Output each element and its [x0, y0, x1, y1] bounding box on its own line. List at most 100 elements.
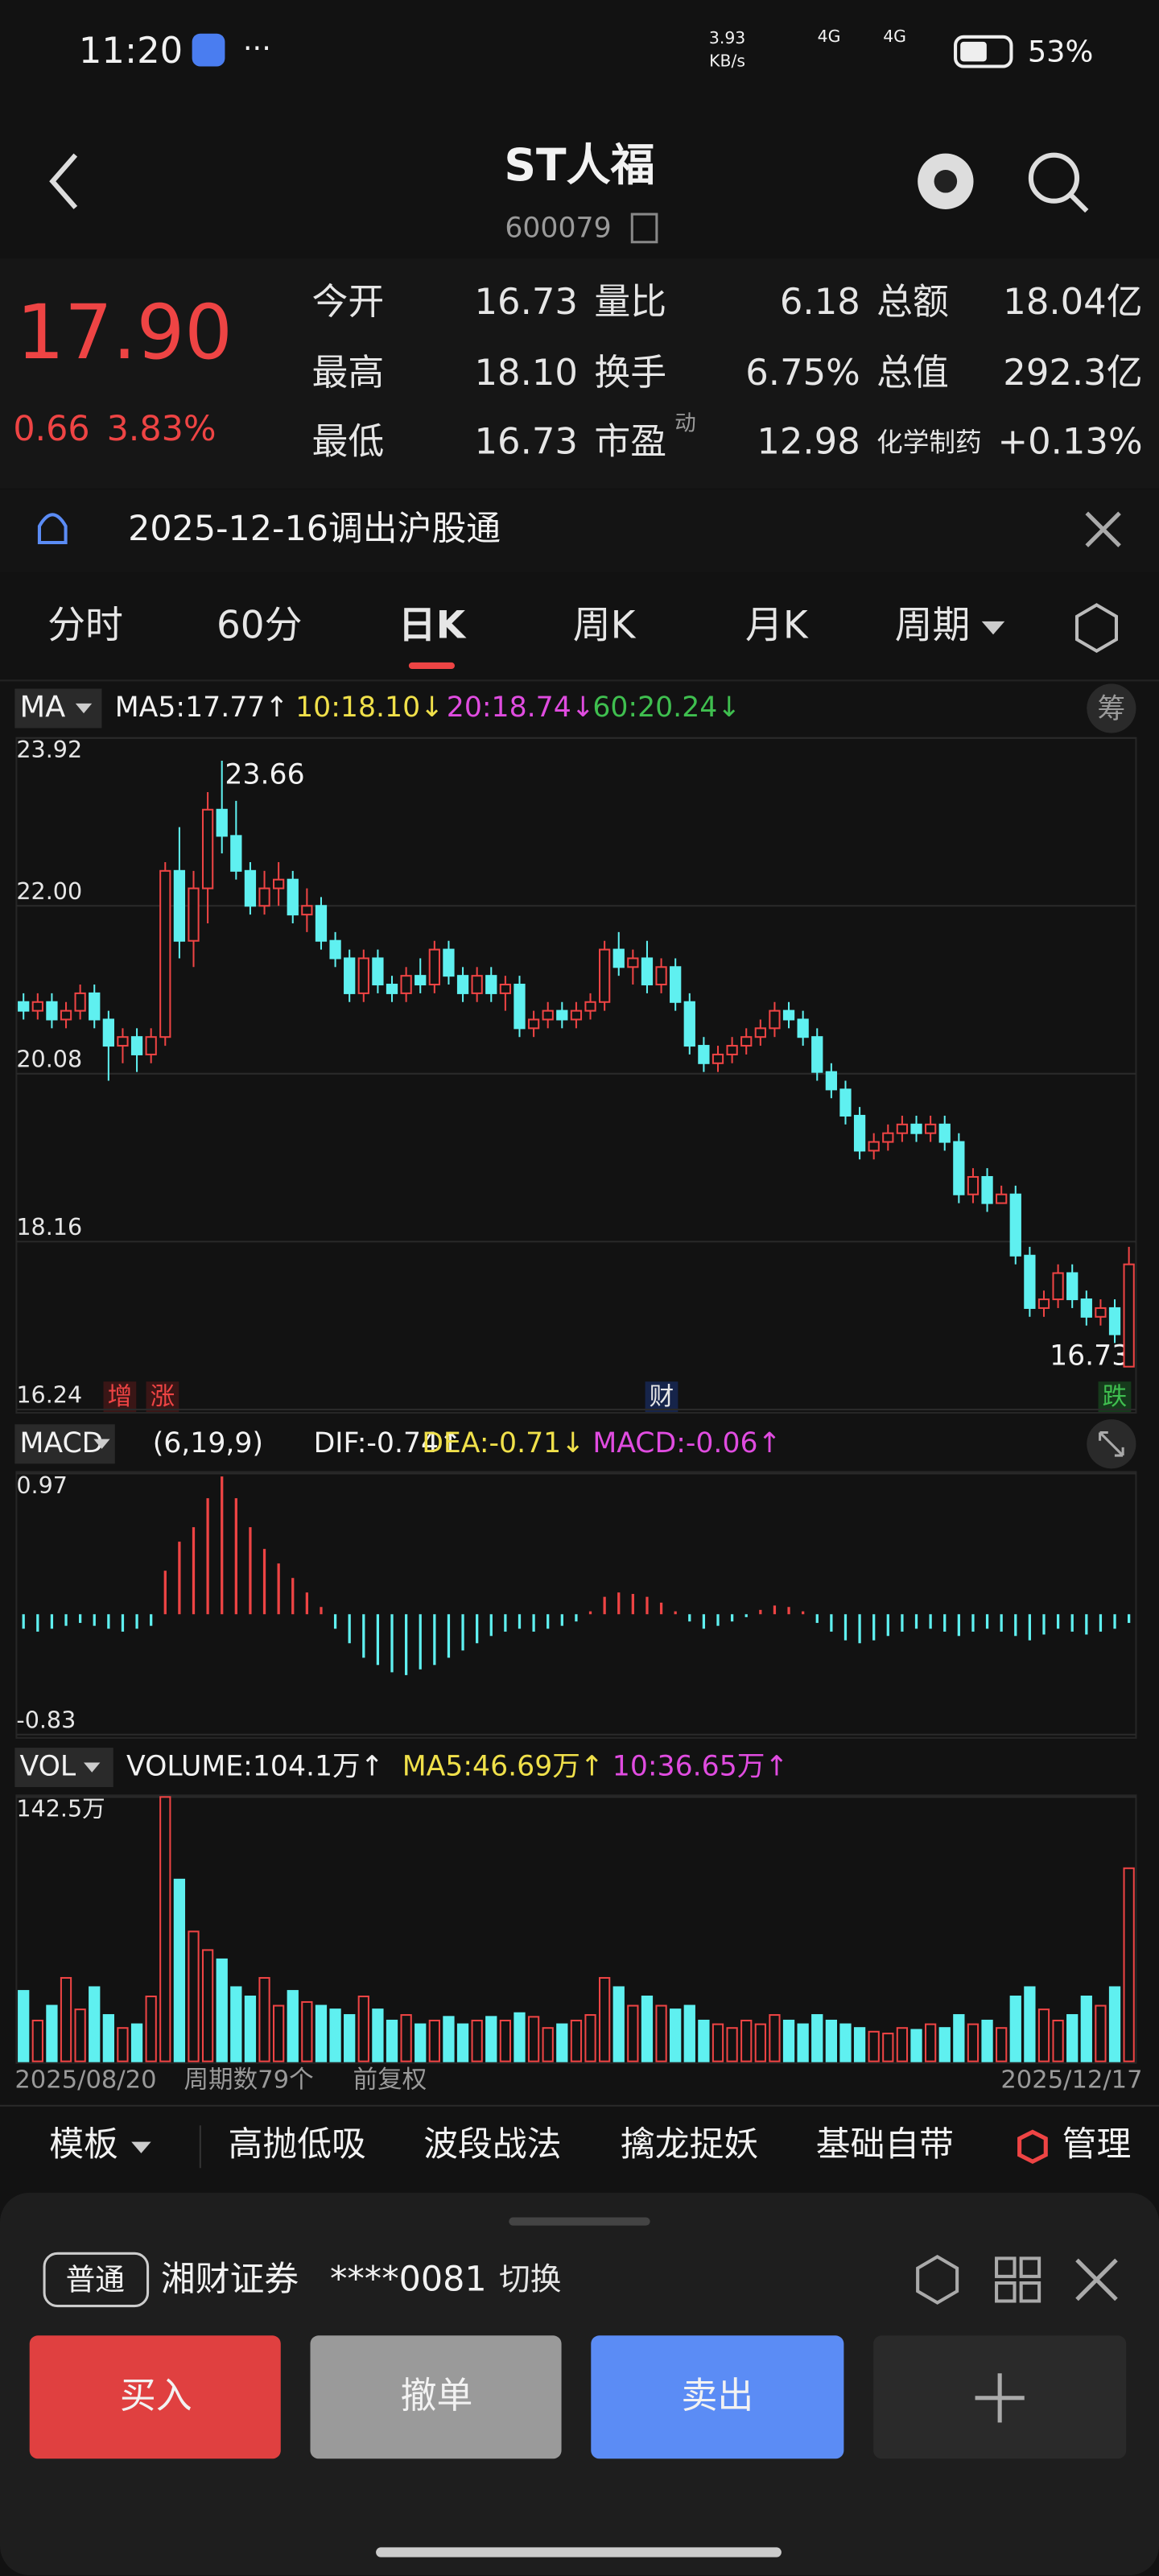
candle-body	[967, 1175, 980, 1195]
candle-body	[938, 1123, 951, 1143]
toolbar-item[interactable]: 基础自带	[816, 2124, 954, 2165]
sell-button[interactable]	[591, 2335, 844, 2459]
y-tick-label: -0.83	[16, 1706, 76, 1733]
volume-bar	[839, 2023, 852, 2062]
home-indicator[interactable]	[376, 2547, 782, 2557]
plots: 23.92 22.00 20.08 18.16 16.24 0.97 -0.83 142.5万	[15, 736, 1137, 2064]
volume-bar	[896, 2027, 909, 2062]
candle-body	[641, 957, 654, 986]
tab[interactable]: 周K	[573, 604, 637, 648]
candle-body	[315, 905, 328, 942]
toolbar-item[interactable]: 模板	[49, 2124, 118, 2165]
search-handle	[1068, 192, 1089, 213]
close-notice[interactable]	[1085, 511, 1121, 547]
dropdown	[84, 1762, 101, 1773]
volume-bar	[201, 1949, 214, 2062]
adjust-mode: 前复权	[353, 2066, 427, 2095]
y-tick-label: 0.97	[16, 1472, 68, 1499]
candle-body	[287, 878, 299, 916]
tab[interactable]: 周期	[895, 604, 971, 648]
grid-icon[interactable]	[995, 2256, 1041, 2303]
volume-bar	[102, 2014, 114, 2062]
candle-body	[683, 1001, 695, 1047]
vol-select[interactable]	[14, 1748, 113, 1788]
candle-body	[868, 1141, 880, 1152]
volume-bar	[938, 2027, 951, 2062]
quote-label: 最高	[312, 351, 385, 394]
toolbar-item[interactable]: 擒龙捉妖	[621, 2124, 758, 2165]
candle-body	[456, 975, 469, 994]
candle-body	[627, 957, 639, 968]
volume-bar	[230, 1986, 242, 2062]
trade-settings[interactable]	[916, 2255, 959, 2305]
switch[interactable]: 切换	[499, 2261, 562, 2297]
tab[interactable]: 日K	[398, 604, 467, 648]
volume-bar	[811, 2014, 823, 2062]
volume-bar	[258, 1976, 270, 2062]
volume-bar	[386, 2019, 398, 2062]
close-panel[interactable]	[1075, 2258, 1118, 2301]
marker-box	[146, 1381, 179, 1414]
chip-button[interactable]	[1087, 683, 1136, 733]
candle-body	[443, 948, 455, 977]
tab[interactable]: 分时	[47, 604, 123, 648]
toolbar-item[interactable]: 管理	[1062, 2124, 1132, 2165]
dropdown	[75, 703, 93, 714]
cancel-button[interactable]	[310, 2335, 562, 2459]
volume-bar	[1095, 2004, 1107, 2062]
battery	[954, 35, 1013, 68]
search-icon[interactable]	[1028, 152, 1080, 204]
account-badge	[43, 2252, 150, 2308]
quote-label: 化学制药	[876, 427, 982, 458]
macd-item: DEA:-0.71↓	[422, 1427, 584, 1459]
volume-bar	[415, 2023, 427, 2062]
drag-handle[interactable]	[509, 2217, 650, 2226]
tab[interactable]: 60分	[217, 604, 303, 648]
quote-label: 市盈	[594, 420, 666, 463]
candle-body	[740, 1036, 753, 1047]
candle-body	[797, 1018, 809, 1038]
candle-body	[74, 992, 86, 1012]
date-start: 2025/08/20	[14, 2066, 156, 2095]
candle-body	[782, 1009, 795, 1021]
toolbar-item[interactable]: 波段战法	[423, 2124, 561, 2165]
volume-bar	[357, 1996, 369, 2062]
macd-params: (6,19,9)	[153, 1427, 263, 1459]
candle-body	[811, 1036, 823, 1073]
settings-icon[interactable]	[1074, 603, 1119, 653]
signal: 4G	[818, 27, 841, 46]
volume-bar	[698, 2019, 710, 2062]
notice-bar	[0, 489, 1159, 572]
buy-button[interactable]	[29, 2335, 281, 2459]
tab[interactable]: 月K	[745, 604, 809, 648]
signal: 4G	[883, 27, 906, 46]
volume-bar	[173, 1878, 186, 2062]
volume-bar	[670, 2008, 682, 2062]
quote-value: 12.98	[757, 420, 860, 463]
candle-body	[542, 1009, 554, 1021]
quote-value: 6.75%	[745, 351, 860, 394]
marker: 财	[650, 1383, 674, 1411]
volume-bar	[641, 1996, 654, 2062]
sell-label: 卖出	[681, 2374, 753, 2417]
quote-label: 最低	[312, 420, 385, 463]
candle-body	[598, 948, 611, 1003]
volume-bar	[1052, 2019, 1064, 2062]
volume-bar	[769, 2014, 781, 2062]
back-button[interactable]	[49, 153, 78, 209]
candle-body	[400, 975, 412, 994]
macd-item: DIF:-0.74↑	[314, 1427, 463, 1459]
quote-label: 量比	[594, 280, 666, 323]
change: 0.66	[13, 409, 89, 449]
toolbar-item[interactable]: 高抛低吸	[229, 2124, 366, 2165]
trade-panel	[0, 2192, 1159, 2576]
volume-bar	[797, 2023, 809, 2062]
rect	[995, 2281, 1017, 2303]
price: 17.90	[16, 289, 233, 377]
volume-bar	[244, 1996, 257, 2062]
volume-bar	[825, 2019, 838, 2062]
candle-body	[839, 1088, 852, 1117]
candle-body	[230, 835, 242, 872]
volume-bar	[315, 2004, 328, 2062]
